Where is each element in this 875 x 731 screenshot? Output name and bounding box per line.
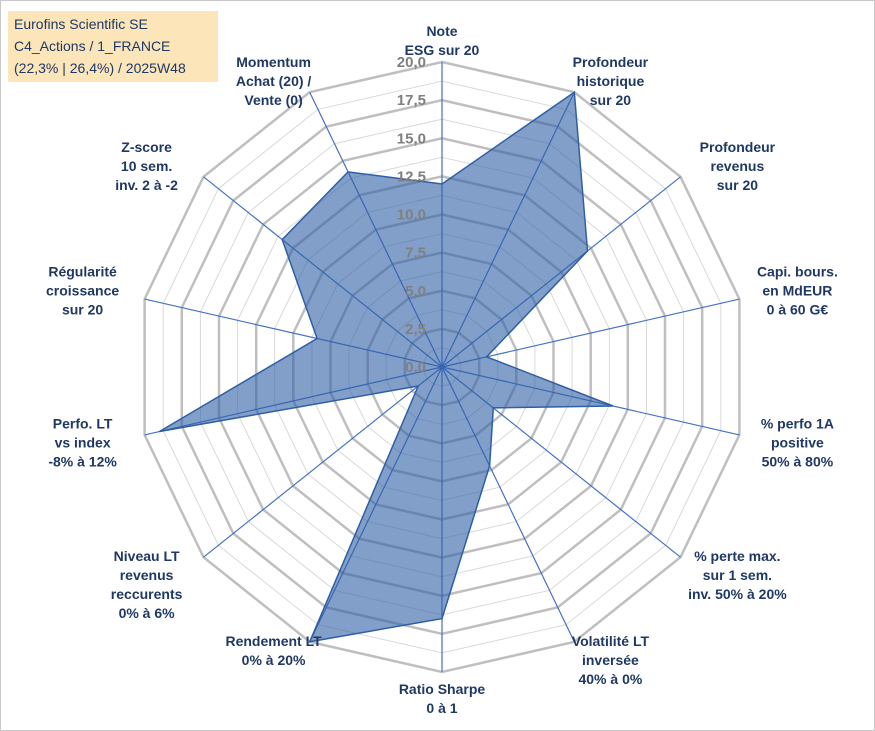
category-label: Niveau LT revenus reccurents 0% à 6% <box>111 548 183 621</box>
category-label-line: 50% à 80% <box>762 453 834 469</box>
tick-label: 12,5 <box>397 168 426 185</box>
category-label-line: ESG sur 20 <box>405 42 480 58</box>
tick-label: 7,5 <box>405 245 426 262</box>
category-label-line: croissance <box>46 283 119 299</box>
category-label-line: en MdEUR <box>762 283 832 299</box>
category-label-line: sur 20 <box>717 177 758 193</box>
category-label-line: 40% à 0% <box>578 671 642 687</box>
category-label-line: Rendement LT <box>225 633 322 649</box>
category-label-line: Achat (20) / <box>236 73 312 89</box>
category-label-line: Régularité <box>48 264 117 280</box>
category-label-line: reccurents <box>111 586 183 602</box>
category-label-line: Note <box>426 23 457 39</box>
category-label: Note ESG sur 20 <box>405 23 480 58</box>
category-label-line: vs index <box>55 434 111 450</box>
category-label-line: 0% à 6% <box>119 605 176 621</box>
category-label: Rendement LT 0% à 20% <box>225 633 322 668</box>
category-label-line: inv. 2 à -2 <box>115 177 178 193</box>
category-label: Profondeur historique sur 20 <box>573 54 649 108</box>
category-label-line: inv. 50% à 20% <box>688 586 787 602</box>
category-label: % perte max. sur 1 sem. inv. 50% à 20% <box>688 548 787 602</box>
category-label-line: sur 20 <box>590 92 631 108</box>
category-label-line: Z-score <box>121 139 172 155</box>
category-label-line: 0 à 60 G€ <box>767 302 829 318</box>
category-label: Z-score 10 sem. inv. 2 à -2 <box>115 139 178 193</box>
category-label-line: Profondeur <box>573 54 649 70</box>
category-label-line: Momentum <box>236 54 311 70</box>
category-label-line: Volatilité LT <box>572 633 650 649</box>
tick-label: 10,0 <box>397 207 426 224</box>
category-label-line: 0% à 20% <box>242 652 306 668</box>
tick-labels: 0,0 2,5 5,0 7,5 10,0 12,5 15,0 17,5 20,0 <box>397 54 426 376</box>
series-polygon <box>159 90 614 643</box>
category-label-line: Niveau LT <box>114 548 180 564</box>
category-label: Perfo. LT vs index -8% à 12% <box>48 415 117 469</box>
category-label: Momentum Achat (20) / Vente (0) <box>236 54 312 108</box>
category-label-line: Ratio Sharpe <box>399 681 486 697</box>
category-label-line: sur 20 <box>62 302 103 318</box>
tick-label: 2,5 <box>405 321 426 338</box>
axis-spoke <box>203 366 443 558</box>
category-label-line: 0 à 1 <box>426 700 457 716</box>
category-label-line: revenus <box>711 158 765 174</box>
category-label: Profondeur revenus sur 20 <box>700 139 776 193</box>
category-label-line: Capi. bours. <box>757 264 838 280</box>
category-label: Régularité croissance sur 20 <box>46 264 119 318</box>
category-label-line: Vente (0) <box>244 92 302 108</box>
tick-label: 17,5 <box>397 92 426 109</box>
category-label-line: inversée <box>582 652 639 668</box>
title-line-2: C4_Actions / 1_FRANCE <box>14 38 171 54</box>
category-label-line: historique <box>577 73 645 89</box>
category-label: Ratio Sharpe 0 à 1 <box>399 681 486 716</box>
category-label-line: sur 1 sem. <box>703 567 772 583</box>
title-line-1: Eurofins Scientific SE <box>14 16 148 32</box>
category-labels: Note ESG sur 20 Profondeur historique sur 20… <box>46 23 838 716</box>
series-area <box>159 90 614 643</box>
category-label-line: revenus <box>120 567 174 583</box>
category-label-line: % perte max. <box>694 548 780 564</box>
category-label-line: positive <box>771 434 824 450</box>
category-label-line: -8% à 12% <box>48 453 117 469</box>
category-label-line: % perfo 1A <box>761 415 834 431</box>
tick-label: 15,0 <box>397 130 426 147</box>
title-line-3: (22,3% | 26,4%) / 2025W48 <box>14 60 186 76</box>
category-label: % perfo 1A positive 50% à 80% <box>761 415 834 469</box>
category-label: Capi. bours. en MdEUR 0 à 60 G€ <box>757 264 838 318</box>
category-label-line: Profondeur <box>700 139 776 155</box>
tick-label: 0,0 <box>405 359 426 376</box>
title-box: Eurofins Scientific SE C4_Actions / 1_FR… <box>8 11 218 82</box>
category-label-line: Perfo. LT <box>53 415 113 431</box>
category-label-line: 10 sem. <box>121 158 172 174</box>
tick-label: 5,0 <box>405 283 426 300</box>
tick-label: 20,0 <box>397 54 426 71</box>
axis-spoke <box>441 298 740 368</box>
category-label: Volatilité LT inversée 40% à 0% <box>572 633 650 687</box>
